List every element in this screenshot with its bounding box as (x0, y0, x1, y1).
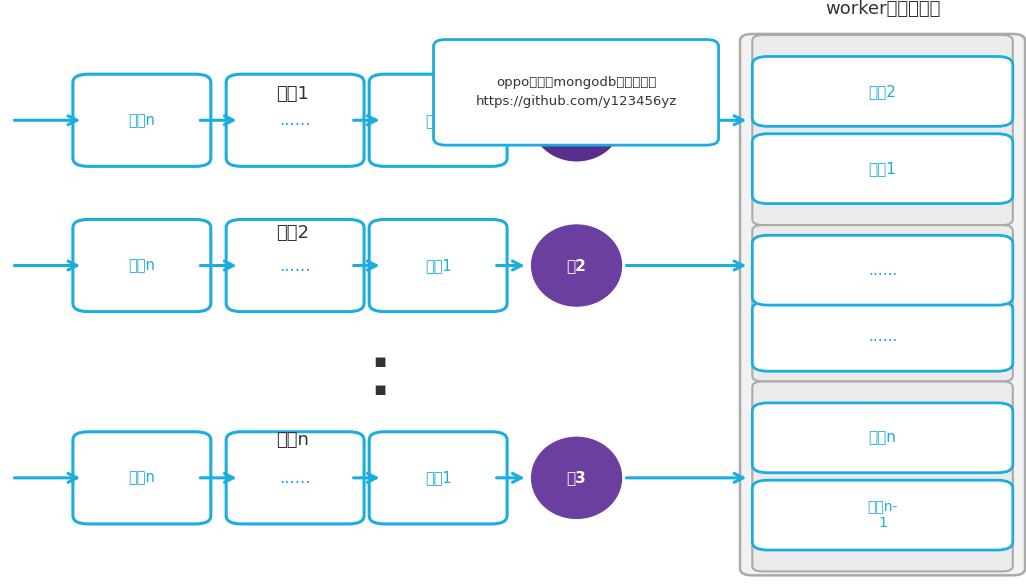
FancyBboxPatch shape (73, 74, 210, 166)
FancyBboxPatch shape (226, 432, 364, 524)
Text: 队列2: 队列2 (276, 224, 309, 242)
Ellipse shape (531, 437, 622, 519)
FancyBboxPatch shape (752, 57, 1013, 126)
Text: 线程2: 线程2 (869, 84, 897, 99)
FancyBboxPatch shape (434, 40, 718, 145)
Text: 队列1: 队列1 (276, 85, 309, 103)
Text: ▪: ▪ (372, 380, 386, 399)
FancyBboxPatch shape (752, 235, 1013, 305)
Text: oppo互联网mongodb：杨亚洲，
https://github.com/y123456yz: oppo互联网mongodb：杨亚洲， https://github.com/y… (475, 77, 677, 108)
Text: 锁2: 锁2 (566, 258, 587, 273)
Text: worker动态线程池: worker动态线程池 (825, 1, 940, 18)
FancyBboxPatch shape (752, 381, 1013, 571)
Ellipse shape (531, 225, 622, 306)
Text: 线程n: 线程n (869, 430, 897, 446)
FancyBboxPatch shape (752, 225, 1013, 381)
Text: ......: ...... (279, 469, 311, 487)
FancyBboxPatch shape (752, 35, 1013, 225)
Text: 任务1: 任务1 (425, 470, 451, 485)
FancyBboxPatch shape (740, 34, 1025, 575)
FancyBboxPatch shape (752, 301, 1013, 371)
FancyBboxPatch shape (752, 403, 1013, 472)
Text: 任务n: 任务n (128, 258, 155, 273)
Text: 锁1: 锁1 (566, 113, 587, 128)
Text: 任务n: 任务n (128, 470, 155, 485)
Text: ......: ...... (279, 112, 311, 129)
FancyBboxPatch shape (226, 220, 364, 312)
FancyBboxPatch shape (73, 220, 210, 312)
FancyBboxPatch shape (752, 134, 1013, 204)
FancyBboxPatch shape (369, 432, 507, 524)
Text: 队列n: 队列n (276, 431, 309, 449)
Text: ......: ...... (868, 263, 897, 277)
Text: ......: ...... (868, 329, 897, 344)
Ellipse shape (531, 80, 622, 161)
FancyBboxPatch shape (369, 220, 507, 312)
FancyBboxPatch shape (752, 480, 1013, 550)
Text: ▪: ▪ (372, 352, 386, 371)
FancyBboxPatch shape (73, 432, 210, 524)
Text: 任务n: 任务n (128, 113, 155, 128)
FancyBboxPatch shape (369, 74, 507, 166)
FancyBboxPatch shape (226, 74, 364, 166)
Text: 线程n-
1: 线程n- 1 (867, 500, 898, 530)
Text: ......: ...... (279, 256, 311, 274)
Text: 锁3: 锁3 (566, 470, 587, 485)
Text: 任务1: 任务1 (425, 258, 451, 273)
Text: 线程1: 线程1 (869, 161, 897, 176)
Text: 任务1: 任务1 (425, 113, 451, 128)
